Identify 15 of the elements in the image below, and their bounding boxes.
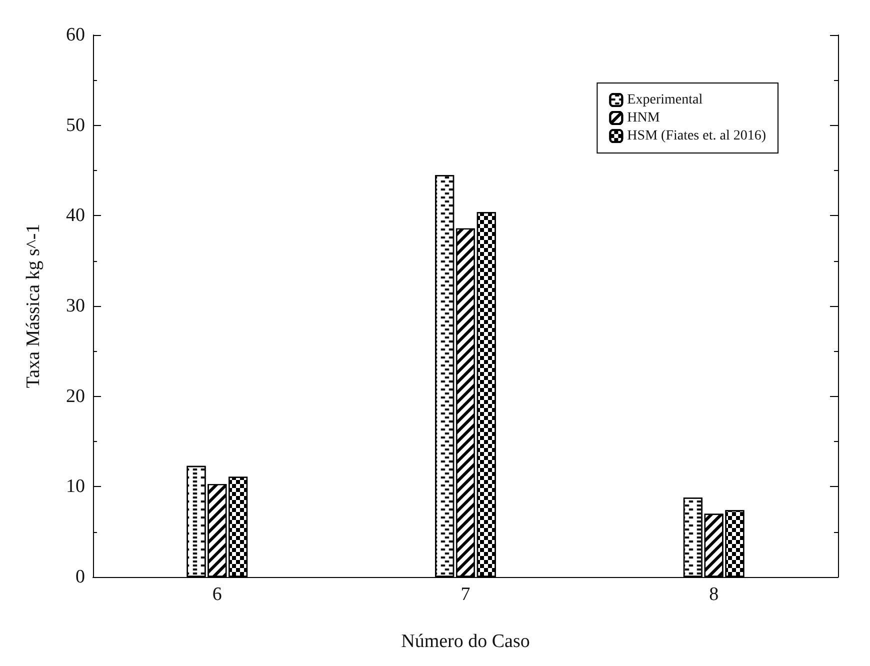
x-axis-title: Número do Caso [401, 631, 530, 652]
legend-label: HSM (Fiates et. al 2016) [627, 128, 766, 144]
y-tick-label: 10 [66, 476, 85, 498]
x-tick-label: 6 [212, 584, 222, 605]
legend-label: Experimental [627, 92, 703, 108]
y-axis-title: Taxa Mássica kg s^-1 [23, 224, 44, 388]
y-tick-label: 40 [66, 205, 85, 226]
y-tick-label: 20 [66, 386, 85, 407]
x-tick-label: 7 [460, 584, 470, 605]
y-tick-label: 0 [76, 566, 85, 588]
y-tick-label: 50 [66, 114, 85, 136]
legend-label: HNM [627, 110, 660, 126]
y-tick-label: 30 [66, 296, 85, 316]
y-tick-label: 60 [66, 24, 85, 46]
x-tick-label: 8 [709, 584, 719, 605]
